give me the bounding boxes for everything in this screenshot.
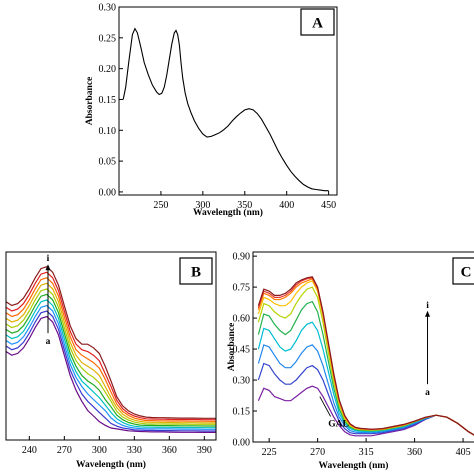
y-axis-label: Absorbance <box>85 77 95 126</box>
y-tick-label: 0.30 <box>233 376 251 387</box>
x-tick-label: 360 <box>407 447 422 458</box>
x-tick-label: 270 <box>57 445 72 456</box>
y-tick-label: 0.00 <box>99 187 117 198</box>
panel-c-tag: C <box>461 265 472 281</box>
panel-a-series-1-line <box>122 27 329 192</box>
annotation-top: i <box>426 301 429 311</box>
x-tick-label: 300 <box>195 200 210 211</box>
panel-b-series-10-line <box>6 266 216 419</box>
y-tick-label: 0.05 <box>99 157 117 168</box>
y-tick-label: 0.15 <box>233 407 251 418</box>
gal-label: GAL <box>328 419 349 429</box>
y-tick-label: 0.10 <box>99 126 117 137</box>
y-tick-label: 0.45 <box>233 345 251 356</box>
panel-b-series-9-line <box>6 271 216 421</box>
panel-b-chart: 240 270 300 330 360 390 Wavelength (nm) Bi a <box>5 251 217 470</box>
x-tick-label: 315 <box>359 447 374 458</box>
x-tick-label: 270 <box>310 447 325 458</box>
panel-a-tag-box <box>300 8 335 36</box>
panel-b-tag-box <box>179 257 213 285</box>
x-tick-label: 405 <box>456 447 471 458</box>
panel-b-series-6-line <box>6 288 216 425</box>
panel-c-chart: 225 270 315 360 405 0.00 0.15 0.30 0.45 0.60 0.75 0… <box>227 251 474 471</box>
annotation-top: i <box>47 254 50 264</box>
y-tick-label: 0.60 <box>233 314 251 325</box>
y-tick-label: 0.25 <box>99 33 117 44</box>
gal-leader-line <box>319 396 331 417</box>
panel-c-tag-box <box>452 257 474 285</box>
annotation-bottom: a <box>425 388 430 398</box>
x-tick-label: 250 <box>153 200 168 211</box>
x-axis-label: Wavelength (nm) <box>319 460 389 471</box>
y-tick-label: 0.30 <box>99 3 117 14</box>
panel-c-frame <box>252 251 474 443</box>
x-axis-label: Wavelength (nm) <box>76 459 146 470</box>
panel-b-series-4-line <box>6 299 216 429</box>
x-tick-label: 240 <box>22 445 37 456</box>
x-tick-label: 300 <box>92 445 107 456</box>
panel-b-series-7-line <box>6 282 216 424</box>
y-tick-label: 0.90 <box>233 252 251 263</box>
y-tick-label: 0.75 <box>233 283 251 294</box>
panel-a-frame <box>118 6 338 196</box>
annotation-bottom: a <box>46 337 51 347</box>
arrow-head-icon <box>425 310 431 317</box>
panel-a-chart: 250 300 350 400 450 0.00 0.05 0.10 0.15 0.20 0.25 0… <box>85 3 338 218</box>
y-axis-label: Absorbance <box>227 323 237 372</box>
x-tick-label: 225 <box>262 447 277 458</box>
panel-b-series-8-line <box>6 277 216 422</box>
panel-b-tag: B <box>191 265 201 281</box>
panel-b-series-3-line <box>6 304 216 430</box>
x-tick-label: 330 <box>127 445 142 456</box>
panel-a-tag: A <box>312 16 323 32</box>
arrow-head-icon <box>45 264 51 271</box>
panel-b-series-5-line <box>6 293 216 427</box>
panel-b-series-1-line <box>6 315 216 433</box>
x-tick-label: 450 <box>321 200 336 211</box>
panel-b-frame <box>5 251 217 441</box>
x-tick-label: 350 <box>237 200 252 211</box>
panel-b-series-2-line <box>6 310 216 432</box>
x-tick-label: 360 <box>162 445 177 456</box>
x-tick-label: 400 <box>279 200 294 211</box>
x-axis-label: Wavelength (nm) <box>193 207 263 218</box>
panel-c-series-10-line <box>257 276 474 436</box>
x-tick-label: 390 <box>197 445 212 456</box>
y-tick-label: 0.20 <box>99 64 117 75</box>
y-tick-label: 0.00 <box>233 438 251 449</box>
y-tick-label: 0.15 <box>99 95 117 106</box>
